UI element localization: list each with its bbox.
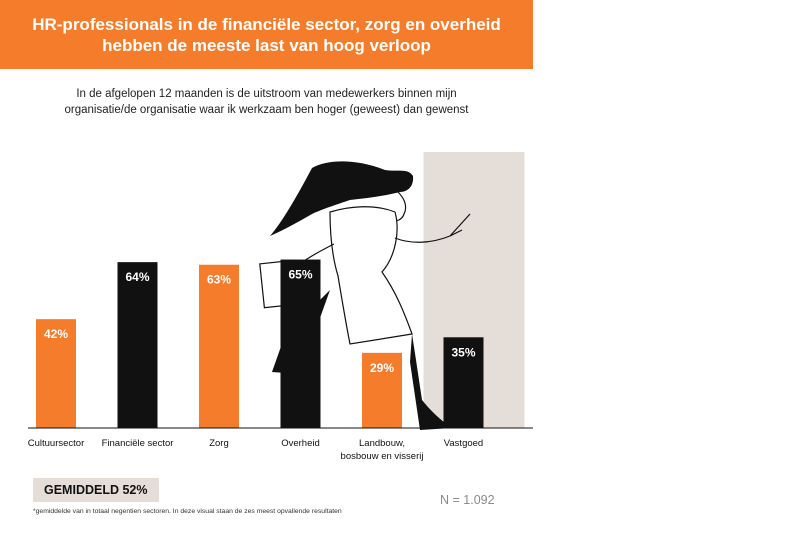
value-label-3: 65% — [288, 268, 312, 282]
value-label-4: 29% — [370, 361, 394, 375]
title-line-1: HR-professionals in de financiële sector… — [32, 14, 501, 34]
value-label-1: 64% — [125, 270, 149, 284]
category-label-4-0: Landbouw, — [359, 438, 405, 449]
bar-0 — [36, 319, 76, 428]
title-line-2: hebben de meeste last van hoog verloop — [102, 35, 431, 55]
category-label-0-0: Cultuursector — [28, 438, 85, 449]
chart-subtitle: In de afgelopen 12 maanden is de uitstro… — [0, 86, 533, 118]
subtitle-line-1: In de afgelopen 12 maanden is de uitstro… — [76, 88, 457, 100]
category-label-2-0: Zorg — [209, 438, 229, 449]
category-label-3-0: Overheid — [281, 438, 320, 449]
bar-3 — [280, 259, 321, 428]
bar-2 — [199, 264, 239, 428]
title-banner: HR-professionals in de financiële sector… — [0, 0, 533, 69]
category-label-1-0: Financiële sector — [102, 438, 174, 449]
sample-size: N = 1.092 — [440, 493, 495, 507]
bar-1 — [117, 262, 158, 428]
bar-4 — [362, 352, 402, 428]
value-label-5: 35% — [451, 345, 475, 359]
category-label-5-0: Vastgoed — [444, 438, 483, 449]
bar-5 — [443, 337, 484, 428]
category-label-4-1: bosbouw en visserij — [341, 451, 424, 462]
bar-chart: 42% Cultuursector 64% Financiële sector 63% Z… — [28, 152, 533, 462]
average-badge: GEMIDDELD 52% — [33, 478, 159, 502]
subtitle-line-2: organisatie/de organisatie waar ik werkz… — [64, 104, 469, 116]
footnote: *gemiddelde van in totaal negentien sect… — [33, 508, 342, 515]
value-label-2: 63% — [207, 273, 231, 287]
value-label-0: 42% — [44, 327, 68, 341]
